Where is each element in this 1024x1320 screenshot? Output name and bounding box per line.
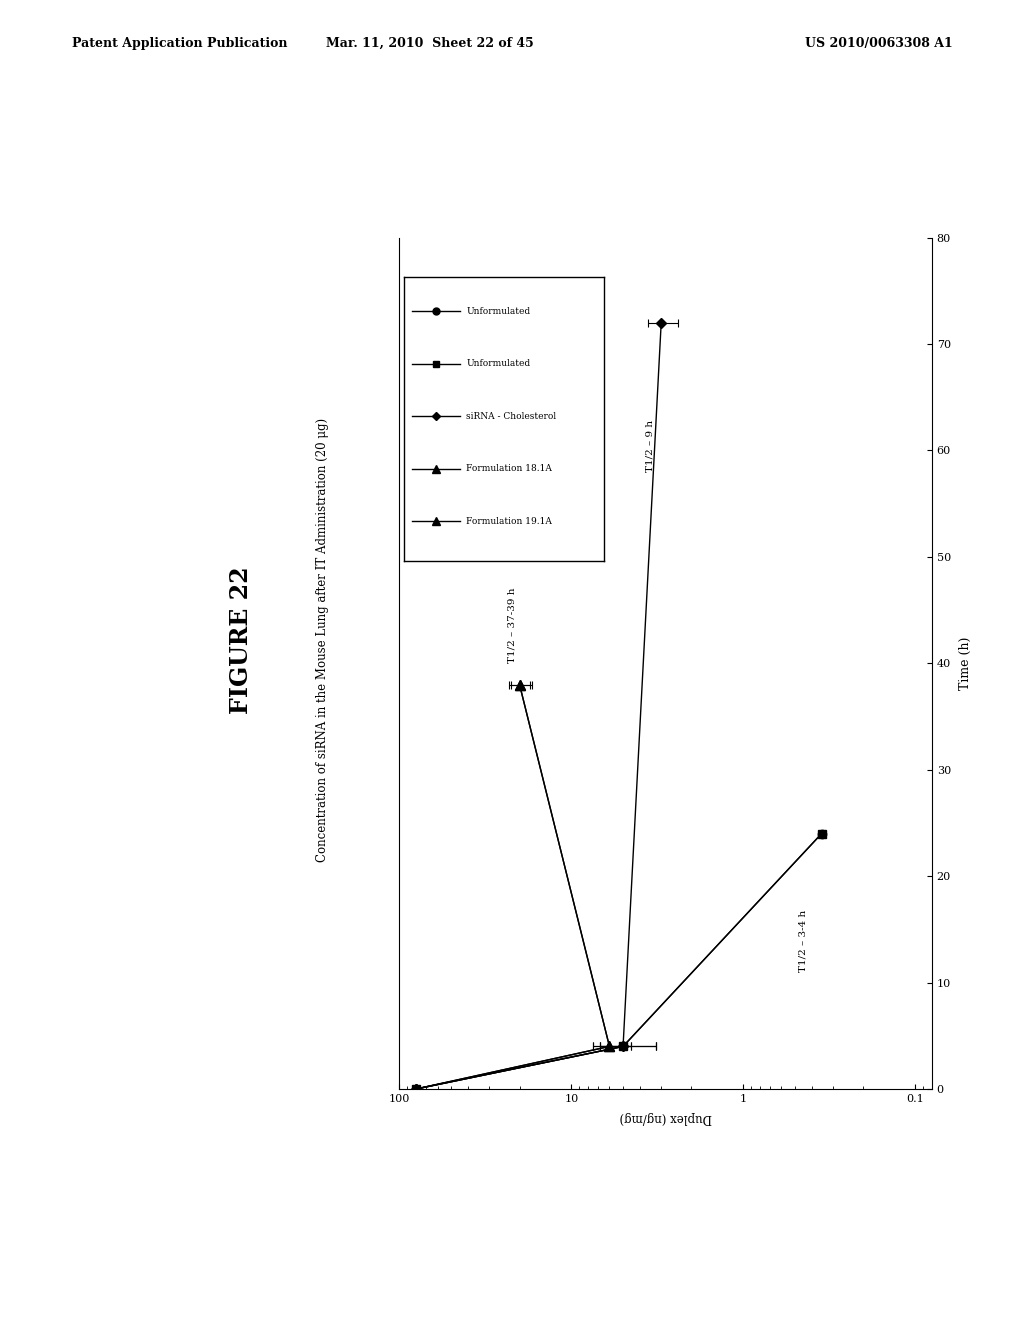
Text: Concentration of siRNA in the Mouse Lung after IT Administration (20 μg): Concentration of siRNA in the Mouse Lung… (316, 418, 329, 862)
Text: Unformulated: Unformulated (466, 359, 530, 368)
Text: Formulation 19.1A: Formulation 19.1A (466, 516, 552, 525)
Text: Patent Application Publication: Patent Application Publication (72, 37, 287, 50)
Text: US 2010/0063308 A1: US 2010/0063308 A1 (805, 37, 952, 50)
Text: T1/2 – 9 h: T1/2 – 9 h (645, 420, 654, 471)
Text: Unformulated: Unformulated (466, 306, 530, 315)
Text: Mar. 11, 2010  Sheet 22 of 45: Mar. 11, 2010 Sheet 22 of 45 (327, 37, 534, 50)
Text: Formulation 18.1A: Formulation 18.1A (466, 465, 552, 474)
Text: FIGURE 22: FIGURE 22 (228, 566, 253, 714)
X-axis label: Duplex (ng/mg): Duplex (ng/mg) (620, 1111, 712, 1123)
Text: T1/2 – 37-39 h: T1/2 – 37-39 h (508, 587, 517, 663)
Text: siRNA - Cholesterol: siRNA - Cholesterol (466, 412, 556, 421)
Text: T1/2 – 3-4 h: T1/2 – 3-4 h (799, 909, 807, 972)
Y-axis label: Time (h): Time (h) (959, 636, 972, 690)
